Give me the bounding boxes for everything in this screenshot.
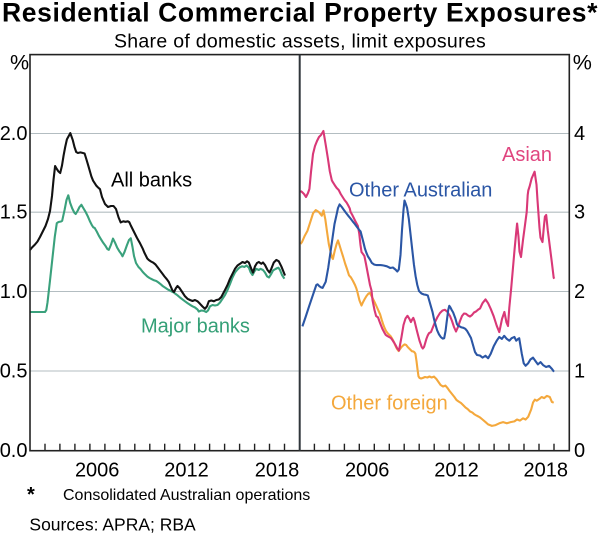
svg-text:2.0: 2.0	[0, 123, 28, 145]
svg-text:Major banks: Major banks	[141, 316, 250, 338]
svg-text:2012: 2012	[434, 460, 479, 482]
svg-text:%: %	[10, 51, 29, 75]
svg-text:All banks: All banks	[111, 170, 192, 192]
svg-text:3: 3	[574, 202, 585, 224]
svg-text:Asian: Asian	[502, 144, 552, 166]
svg-text:2018: 2018	[524, 460, 569, 482]
svg-text:2018: 2018	[255, 460, 300, 482]
svg-text:2006: 2006	[75, 460, 120, 482]
svg-text:1: 1	[574, 361, 585, 383]
svg-text:%: %	[573, 51, 592, 75]
svg-text:2006: 2006	[345, 460, 390, 482]
svg-text:0.0: 0.0	[0, 440, 28, 462]
svg-text:Other Australian: Other Australian	[349, 180, 492, 202]
svg-text:*: *	[27, 484, 35, 506]
svg-text:2: 2	[574, 281, 585, 303]
svg-text:1.0: 1.0	[0, 281, 28, 303]
svg-text:0.5: 0.5	[0, 361, 28, 383]
svg-text:4: 4	[574, 123, 585, 145]
svg-text:0: 0	[574, 440, 585, 462]
svg-text:2012: 2012	[164, 460, 209, 482]
svg-text:1.5: 1.5	[0, 202, 28, 224]
svg-text:Consolidated Australian operat: Consolidated Australian operations	[63, 487, 310, 504]
svg-text:Sources: APRA; RBA: Sources: APRA; RBA	[29, 515, 196, 534]
svg-text:Other foreign: Other foreign	[331, 393, 448, 415]
svg-text:Residential Commercial Propert: Residential Commercial Property Exposure…	[2, 0, 598, 28]
svg-text:Share of domestic assets, limi: Share of domestic assets, limit exposure…	[114, 31, 486, 53]
